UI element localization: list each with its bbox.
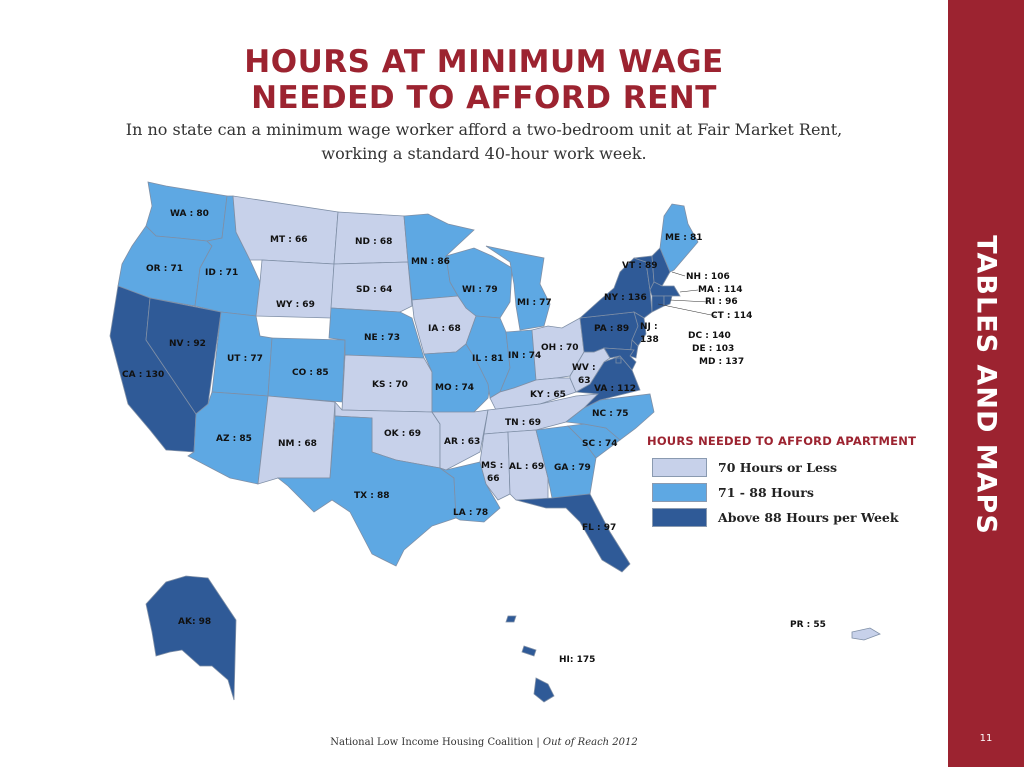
label-TN: TN : 69 [505,418,541,428]
label-WY: WY : 69 [276,300,315,310]
label-ME: ME : 81 [665,233,703,243]
state-TX[interactable] [276,415,457,567]
footer-credit: National Low Income Housing Coalition | … [0,737,968,748]
label-SD: SD : 64 [356,285,392,295]
label-MT: MT : 66 [270,235,308,245]
label-MO: MO : 74 [435,383,474,393]
us-state-map: WA : 80 OR : 71 CA : 130 NV : 92 ID : 71… [109,181,881,703]
footer-org: National Low Income Housing Coalition | [330,737,543,748]
state-NH[interactable] [651,247,671,287]
label-AZ: AZ : 85 [216,434,252,444]
state-MI[interactable] [485,245,551,331]
label-UT: UT : 77 [227,354,263,364]
legend-swatch-high [652,508,707,527]
label-IL: IL : 81 [472,354,503,364]
state-HI-islands[interactable] [505,615,517,623]
label-OR: OR : 71 [146,264,183,274]
label-NY: NY : 136 [604,293,647,303]
sidebar-band [948,0,1024,767]
label-WA: WA : 80 [170,209,209,219]
label-RI: RI : 96 [705,297,738,307]
state-ME[interactable] [659,203,699,273]
label-KY: KY : 65 [530,390,566,400]
leader-lines [657,271,717,317]
state-AK[interactable] [145,575,237,701]
state-SD[interactable] [330,261,413,313]
page-number: 11 [979,733,993,744]
label-VA: VA : 112 [594,384,636,394]
label-HI: HI: 175 [559,655,595,665]
label-OK: OK : 69 [384,429,421,439]
subtitle-line-2: working a standard 40-hour work week. [321,144,647,163]
state-MT[interactable] [232,195,339,265]
footer-publication: Out of Reach 2012 [542,737,638,748]
state-DC[interactable] [615,357,622,364]
label-MD: MD : 137 [699,357,744,367]
label-NJ-value: 138 [640,335,659,345]
page-title-line-1: HOURS AT MINIMUM WAGE [244,44,724,80]
label-WV: WV : [572,363,596,373]
label-DE: DE : 103 [692,344,734,354]
subtitle-line-1: In no state can a minimum wage worker af… [125,120,843,139]
label-AR: AR : 63 [444,437,480,447]
state-HI-islands-2[interactable] [521,645,537,657]
label-NV: NV : 92 [169,339,206,349]
legend-swatch-mid [652,483,707,502]
label-AK: AK: 98 [178,617,211,627]
label-DC: DC : 140 [688,331,731,341]
state-LA[interactable] [439,461,501,523]
legend-label-low: 70 Hours or Less [718,460,838,475]
state-RI[interactable] [663,295,673,307]
state-AR[interactable] [431,409,489,471]
label-IA: IA : 68 [428,324,461,334]
state-FL[interactable] [515,493,631,573]
label-AL: AL : 69 [509,462,544,472]
label-TX: TX : 88 [354,491,389,501]
label-FL: FL : 97 [582,523,616,533]
label-ID: ID : 71 [205,268,238,278]
label-LA: LA : 78 [453,508,488,518]
label-NC: NC : 75 [592,409,629,419]
state-MA[interactable] [649,281,681,297]
label-VT: VT : 89 [622,261,658,271]
label-NM: NM : 68 [278,439,317,449]
state-HI-main[interactable] [533,677,555,703]
label-OH: OH : 70 [541,343,579,353]
state-WY[interactable] [255,259,335,319]
label-PR: PR : 55 [790,620,826,630]
legend-label-mid: 71 - 88 Hours [718,485,814,500]
label-CT: CT : 114 [711,311,752,321]
label-PA: PA : 89 [594,324,629,334]
label-GA: GA : 79 [554,463,591,473]
label-MN: MN : 86 [411,257,450,267]
legend-title: HOURS NEEDED TO AFFORD APARTMENT [647,434,917,448]
label-NJ: NJ : [640,322,658,332]
page-title-line-2: NEEDED TO AFFORD RENT [251,80,717,116]
state-CO[interactable] [267,337,346,403]
label-WI: WI : 79 [462,285,498,295]
label-MI: MI : 77 [517,298,552,308]
state-labels: WA : 80 OR : 71 CA : 130 NV : 92 ID : 71… [122,209,826,665]
legend-label-high: Above 88 Hours per Week [718,510,899,525]
label-WV-value: 63 [578,376,591,386]
label-CA: CA : 130 [122,370,164,380]
state-MO[interactable] [423,343,491,425]
label-MA: MA : 114 [698,285,743,295]
label-CO: CO : 85 [292,368,329,378]
state-MD[interactable] [603,347,637,371]
label-ND: ND : 68 [355,237,392,247]
label-KS: KS : 70 [372,380,408,390]
legend-swatch-low [652,458,707,477]
state-PR[interactable] [851,627,881,641]
label-NH: NH : 106 [686,272,730,282]
label-MS: MS : [481,461,503,471]
label-SC: SC : 74 [582,439,617,449]
label-IN: IN : 74 [508,351,541,361]
label-MS-value: 66 [487,474,500,484]
sidebar-title: TABLES AND MAPS [970,235,1002,535]
label-NE: NE : 73 [364,333,400,343]
